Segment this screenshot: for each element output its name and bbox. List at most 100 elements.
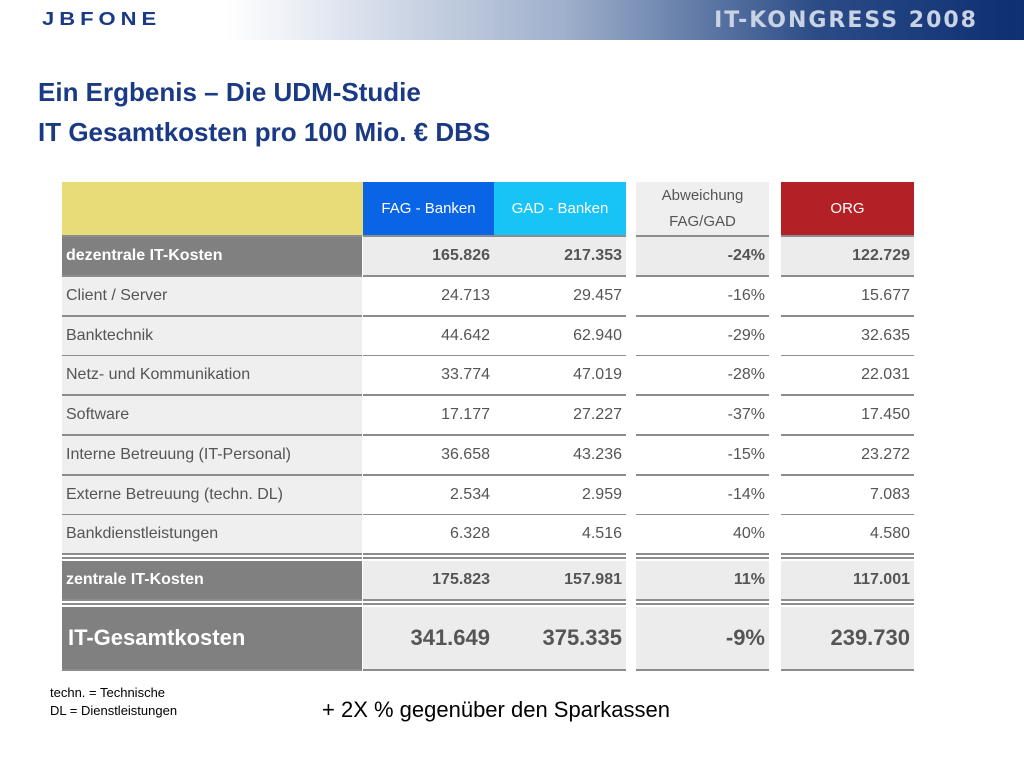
table-row-divider (781, 315, 914, 317)
table-row-label: Externe Betreuung (techn. DL) (62, 475, 362, 514)
table-row-divider (636, 434, 769, 437)
row-dezentral-gad: 217.353 (494, 237, 626, 275)
row-zentral-divider (62, 599, 362, 601)
table-row-diff: -28% (636, 356, 769, 395)
row-total-divider (636, 669, 769, 671)
table-row-divider (62, 434, 362, 437)
table-row-label: Bankdienstleistungen (62, 515, 362, 554)
table-row-fag: 6.328 (363, 515, 494, 554)
row-dezentral-label: dezentrale IT-Kosten (62, 237, 362, 275)
row-top-border (781, 603, 914, 605)
row-top-border (62, 235, 362, 237)
column-header-fag: FAG - Banken (363, 182, 494, 236)
table-row-divider (636, 513, 769, 516)
row-zentral-diff: 11% (636, 561, 769, 599)
row-zentral-divider (363, 599, 626, 601)
table-row-label: Interne Betreuung (IT-Personal) (62, 435, 362, 474)
row-total-label: IT-Gesamtkosten (62, 607, 362, 669)
table-row-diff: -14% (636, 475, 769, 514)
row-dezentral-divider (636, 275, 769, 277)
row-top-border (636, 603, 769, 605)
tagline: + 2X % gegenüber den Sparkassen (322, 697, 670, 722)
row-dezentral-divider (781, 275, 914, 277)
column-header-diff: Abweichung FAG/GAD (636, 182, 769, 236)
table-row-label: Netz- und Kommunikation (62, 356, 362, 395)
page-title: Ein Ergbenis – Die UDM-Studie (38, 77, 421, 107)
row-total-divider (62, 669, 362, 671)
table-row-divider (781, 394, 914, 397)
row-top-border (636, 557, 769, 559)
table-row-org: 15.677 (781, 277, 914, 315)
table-row-divider (636, 315, 769, 317)
logo: JBFONE (42, 8, 162, 30)
table-row-fag: 24.713 (363, 277, 494, 315)
table-row-org: 32.635 (781, 316, 914, 355)
row-zentral-divider (781, 599, 914, 601)
table-row-divider (636, 394, 769, 397)
row-top-border (62, 603, 362, 605)
row-dezentral-divider (363, 275, 626, 277)
table-row-gad: 43.236 (494, 435, 626, 474)
table-row-diff: -29% (636, 316, 769, 355)
row-zentral-org: 117.001 (781, 561, 914, 599)
table-row-divider (62, 513, 362, 516)
table-row-divider (62, 315, 362, 317)
table-row-divider (62, 394, 362, 397)
column-header-org: ORG (781, 182, 914, 236)
table-row-divider (62, 473, 362, 476)
row-total-diff: -9% (636, 607, 769, 669)
row-dezentral-org: 122.729 (781, 237, 914, 275)
table-row-label: Banktechnik (62, 316, 362, 355)
table-row-fag: 17.177 (363, 396, 494, 435)
table-row-org: 17.450 (781, 396, 914, 435)
table-row-gad: 62.940 (494, 316, 626, 355)
row-zentral-gad: 157.981 (494, 561, 626, 599)
row-total-gad: 375.335 (494, 607, 626, 669)
table-row-divider (781, 473, 914, 476)
header-corner (62, 182, 363, 236)
row-top-border (363, 557, 626, 559)
table-row-divider (636, 473, 769, 476)
table-row-org: 22.031 (781, 356, 914, 395)
table-row-divider (363, 553, 626, 556)
table-row-divider (363, 513, 626, 516)
table-row-divider (363, 473, 626, 476)
table-row-divider (636, 553, 769, 556)
column-header-gad: GAD - Banken (494, 182, 626, 236)
table-row-divider (781, 354, 914, 357)
footnote-techn: techn. = Technische (50, 685, 166, 700)
table-row-org: 4.580 (781, 515, 914, 554)
row-total-divider (363, 669, 626, 671)
table-row-fag: 44.642 (363, 316, 494, 355)
row-top-border (62, 557, 362, 559)
table-row-divider (781, 553, 914, 556)
footnote-dl: DL = Dienstleistungen (50, 703, 178, 718)
table-row-label: Software (62, 396, 362, 435)
page-subtitle: IT Gesamtkosten pro 100 Mio. € DBS (38, 117, 491, 147)
row-total-org: 239.730 (781, 607, 914, 669)
table-row-diff: -37% (636, 396, 769, 435)
row-total-divider (781, 669, 914, 671)
table-row-divider (363, 394, 626, 397)
table-row-gad: 4.516 (494, 515, 626, 554)
table-row-label: Client / Server (62, 277, 362, 315)
table-row-gad: 27.227 (494, 396, 626, 435)
table-row-gad: 2.959 (494, 475, 626, 514)
row-top-border (636, 235, 769, 237)
row-dezentral-diff: -24% (636, 237, 769, 275)
table-row-fag: 33.774 (363, 356, 494, 395)
table-row-divider (781, 513, 914, 516)
table-row-diff: 40% (636, 515, 769, 554)
header-banner (0, 0, 1024, 40)
table-row-divider (363, 434, 626, 437)
table-row-fag: 36.658 (363, 435, 494, 474)
table-row-gad: 29.457 (494, 277, 626, 315)
table-row-org: 23.272 (781, 435, 914, 474)
table-row-divider (636, 354, 769, 357)
table-row-divider (781, 434, 914, 437)
table-row-divider (62, 553, 362, 556)
row-top-border (781, 557, 914, 559)
row-dezentral-divider (62, 275, 362, 277)
row-dezentral-fag: 165.826 (363, 237, 494, 275)
event-title: IT-KONGRESS 2008 (714, 8, 978, 33)
